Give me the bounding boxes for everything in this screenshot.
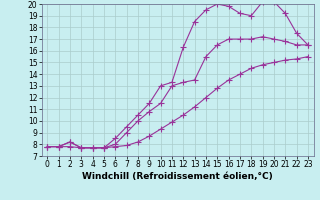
X-axis label: Windchill (Refroidissement éolien,°C): Windchill (Refroidissement éolien,°C) [82,172,273,181]
